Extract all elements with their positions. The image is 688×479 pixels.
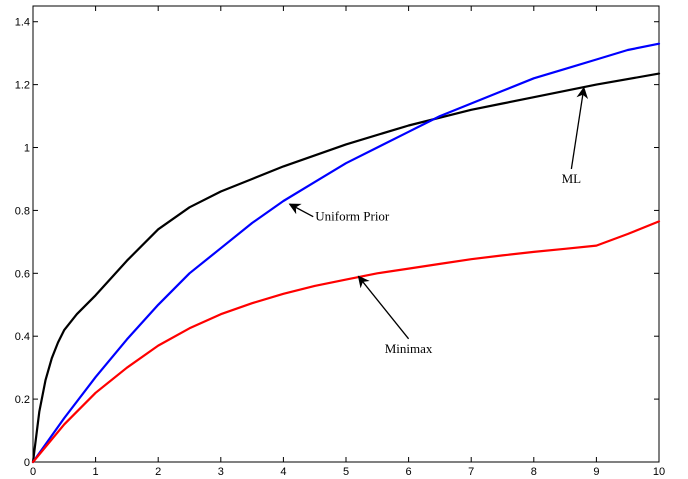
y-tick-label: 0.4 [15, 331, 30, 343]
plot-area [32, 5, 660, 463]
x-tick-label: 2 [155, 466, 161, 478]
y-tick-label: 1.4 [15, 17, 30, 29]
annotation-arrow [357, 275, 410, 340]
x-tick-label: 10 [653, 466, 665, 478]
axis-ticks: 0 1 2 3 4 5 6 7 8 9 10 0 0.2 0.4 0.6 0.8 1 1.2 1.4 [15, 6, 665, 478]
y-tick-label: 0.8 [15, 205, 30, 217]
annotation-arrow [570, 86, 589, 170]
x-tick-label: 1 [93, 466, 99, 478]
y-tick-label: 1.2 [15, 80, 30, 92]
series-layer [31, 42, 661, 464]
y-tick-label: 1 [24, 143, 30, 155]
annotation-label: Minimax [385, 341, 433, 356]
annotation-arrow [288, 203, 314, 218]
y-tick-label: 0.6 [15, 268, 30, 280]
series-line-ml [31, 72, 661, 464]
x-tick-label: 0 [30, 466, 36, 478]
annotation-label: ML [562, 171, 582, 186]
x-tick-label: 9 [593, 466, 599, 478]
y-tick-label: 0 [24, 457, 30, 469]
series-line-minimax [31, 220, 661, 464]
annotations: ML Uniform Prior Minimax [288, 86, 589, 356]
x-tick-label: 4 [280, 466, 286, 478]
series-line-uniform-prior [31, 42, 661, 464]
x-tick-label: 5 [343, 466, 349, 478]
y-tick-label: 0.2 [15, 394, 30, 406]
x-tick-label: 8 [531, 466, 537, 478]
x-tick-label: 3 [218, 466, 224, 478]
x-tick-label: 6 [406, 466, 412, 478]
x-tick-label: 7 [468, 466, 474, 478]
annotation-label: Uniform Prior [315, 209, 390, 224]
